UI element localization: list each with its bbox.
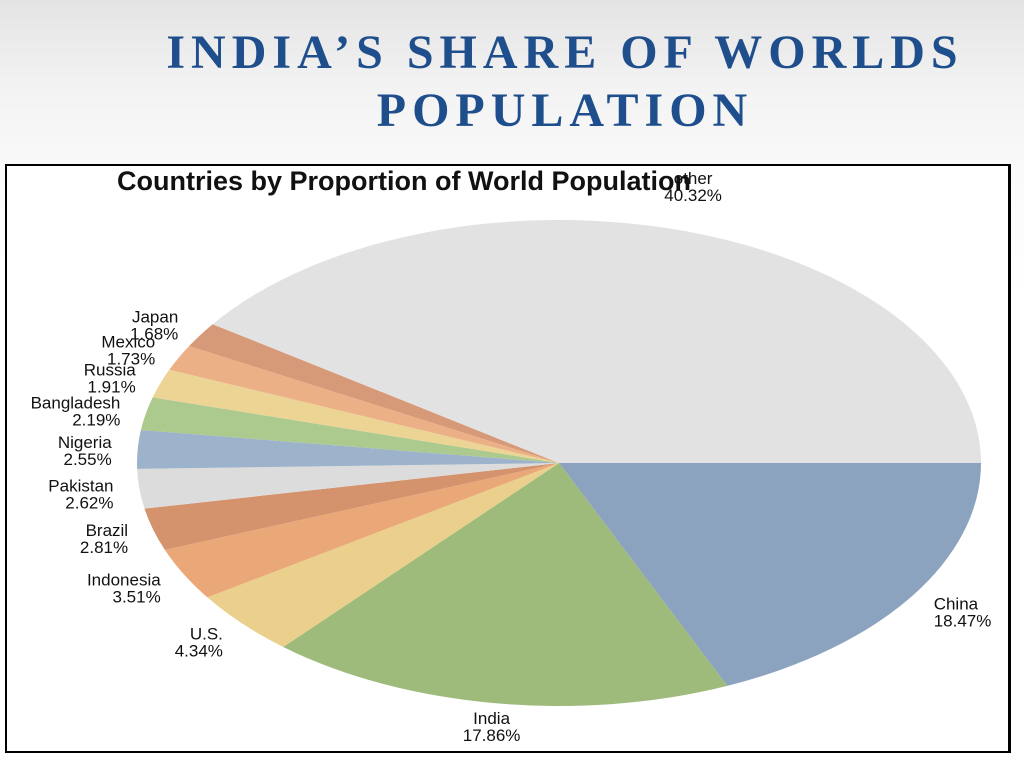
slice-label-other: other 40.32% — [664, 169, 722, 205]
pie-slice-brazil — [144, 463, 559, 550]
pie-slice-bangladesh — [140, 397, 559, 463]
pie-slice-japan — [189, 324, 559, 463]
pie-slice-russia — [152, 369, 559, 463]
slice-label-brazil: Brazil 2.81% — [80, 521, 128, 557]
slice-label-china: China 18.47% — [934, 594, 992, 630]
slice-label-nigeria: Nigeria 2.55% — [58, 433, 112, 469]
pie-slice-other — [212, 220, 981, 463]
slice-label-japan: Japan 1.68% — [130, 307, 178, 343]
slice-label-pakistan: Pakistan 2.62% — [48, 476, 113, 512]
chart-title: Countries by Proportion of World Populat… — [117, 166, 691, 196]
pie-slices — [136, 220, 981, 706]
pie-slice-pakistan — [137, 463, 559, 509]
pie-slice-mexico — [169, 345, 559, 463]
slice-label-mexico: Mexico 1.73% — [101, 332, 155, 368]
slice-label-bangladesh: Bangladesh 2.19% — [31, 394, 121, 430]
pie-slice-indonesia — [164, 463, 560, 598]
slice-label-russia: Russia 1.91% — [84, 361, 137, 397]
pie-slice-u-s — [207, 463, 559, 647]
pie-slice-china — [559, 463, 981, 686]
pie-labels: China 18.47% India 17.86% U.S. 4.34% Indonesia… — [31, 169, 992, 745]
slide-title-line-2: POPULATION — [376, 84, 754, 137]
slide-title: INDIA’S SHARE OF WORLDS POPULATION — [70, 24, 1024, 140]
slide-title-line-1: INDIA’S SHARE OF WORLDS — [166, 26, 964, 79]
chart-frame: Countries by Proportion of World Populat… — [5, 164, 1011, 753]
pie-slice-nigeria — [136, 430, 559, 469]
pie-slice-india — [283, 463, 728, 706]
slice-label-u-s: U.S. 4.34% — [175, 625, 223, 661]
slice-label-india: India 17.86% — [463, 709, 521, 745]
pie-chart: Countries by Proportion of World Populat… — [31, 166, 992, 745]
slice-label-indonesia: Indonesia 3.51% — [87, 570, 161, 606]
